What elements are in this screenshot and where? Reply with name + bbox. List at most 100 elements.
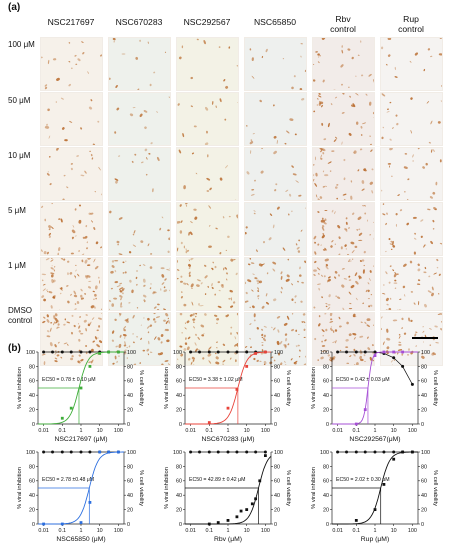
stained-cell: [360, 40, 362, 43]
stained-cell: [136, 88, 140, 91]
micrograph-cell: [176, 37, 239, 91]
y2-tick-label: 80: [127, 464, 133, 470]
stained-cell: [46, 251, 49, 254]
column-header-label: Rup: [403, 14, 419, 24]
stained-cell: [435, 182, 437, 186]
stained-cell: [298, 334, 300, 335]
stained-cell: [358, 240, 362, 241]
micrograph-cell: [40, 92, 103, 146]
stained-cell: [144, 126, 148, 130]
stained-cell: [362, 205, 364, 207]
stained-cell: [291, 165, 294, 168]
stained-cell: [46, 319, 50, 324]
stained-cell: [177, 221, 181, 224]
row-header-50uM: 50 μM: [8, 96, 30, 106]
stained-cell: [96, 329, 98, 331]
stained-cell: [285, 189, 288, 192]
stained-cell: [432, 220, 435, 223]
stained-cell: [405, 153, 408, 154]
stained-cell: [261, 56, 263, 58]
stained-cell: [71, 332, 73, 335]
stained-cell: [394, 279, 396, 281]
stained-cell: [146, 174, 148, 176]
stained-cell: [317, 98, 319, 100]
x-tick-label: 0.1: [59, 428, 67, 434]
stained-cell: [124, 336, 125, 339]
row-header-5uM: 5 μM: [8, 206, 26, 216]
stained-cell: [188, 267, 191, 270]
micrograph-cell: [380, 147, 443, 201]
y2-tick-label: 20: [127, 508, 133, 514]
stained-cell: [81, 41, 84, 43]
stained-cell: [182, 332, 183, 333]
x-tick-label: 0.1: [206, 428, 214, 434]
inhibition-point: [107, 451, 110, 454]
stained-cell: [318, 323, 321, 327]
stained-cell: [226, 272, 229, 275]
stained-cell: [385, 309, 388, 311]
x-tick-label: 10: [97, 528, 103, 534]
y-tick-label: 80: [29, 364, 35, 370]
stained-cell: [143, 317, 144, 319]
stained-cell: [386, 64, 388, 66]
stained-cell: [328, 123, 331, 128]
ec50-annotation: EC50 = 0.42 ± 0.03 μM: [336, 377, 390, 383]
stained-cell: [313, 306, 316, 309]
stained-cell: [49, 183, 52, 186]
stained-cell: [167, 318, 169, 320]
stained-cell: [50, 328, 52, 332]
stained-cell: [322, 218, 324, 220]
stained-cell: [402, 285, 406, 289]
stained-cell: [305, 207, 307, 209]
stained-cell: [163, 289, 167, 293]
y2-axis-label: % cell viability: [432, 470, 438, 506]
stained-cell: [354, 246, 357, 248]
stained-cell: [192, 152, 195, 154]
stained-cell: [318, 95, 322, 98]
stained-cell: [373, 238, 375, 242]
column-header-label: NSC65850: [254, 17, 296, 27]
stained-cell: [65, 318, 66, 320]
viability-point: [392, 451, 395, 454]
stained-cell: [125, 260, 126, 261]
stained-cell: [148, 153, 151, 155]
viability-point: [42, 351, 45, 354]
stained-cell: [219, 177, 222, 181]
stained-cell: [330, 318, 332, 320]
viability-point: [336, 451, 339, 454]
inhibition-point: [208, 523, 211, 526]
stained-cell: [49, 156, 51, 158]
stained-cell: [143, 264, 146, 266]
stained-cell: [269, 213, 272, 216]
stained-cell: [358, 232, 362, 236]
stained-cell: [92, 291, 95, 293]
stained-cell: [334, 211, 336, 214]
stained-cell: [63, 258, 66, 261]
stained-cell: [75, 64, 77, 65]
stained-cell: [231, 297, 232, 300]
stained-cell: [251, 289, 254, 292]
stained-cell: [124, 271, 127, 274]
stained-cell: [294, 295, 297, 298]
inhibition-point: [401, 451, 404, 454]
stained-cell: [328, 304, 331, 305]
stained-cell: [359, 335, 363, 338]
stained-cell: [163, 286, 165, 288]
stained-cell: [318, 288, 321, 291]
stained-cell: [46, 289, 48, 291]
micrograph-cell: [244, 37, 307, 91]
stained-cell: [267, 272, 269, 274]
stained-cell: [75, 269, 77, 271]
micrograph-image: [177, 203, 239, 256]
micrograph-cell: [312, 202, 375, 256]
stained-cell: [296, 246, 300, 250]
stained-cell: [165, 329, 169, 332]
viability-point: [208, 351, 211, 354]
y2-tick-label: 60: [127, 379, 133, 385]
viability-point: [80, 351, 83, 354]
viability-point: [61, 351, 64, 354]
stained-cell: [168, 96, 171, 98]
stained-cell: [182, 45, 183, 48]
stained-cell: [346, 321, 349, 324]
